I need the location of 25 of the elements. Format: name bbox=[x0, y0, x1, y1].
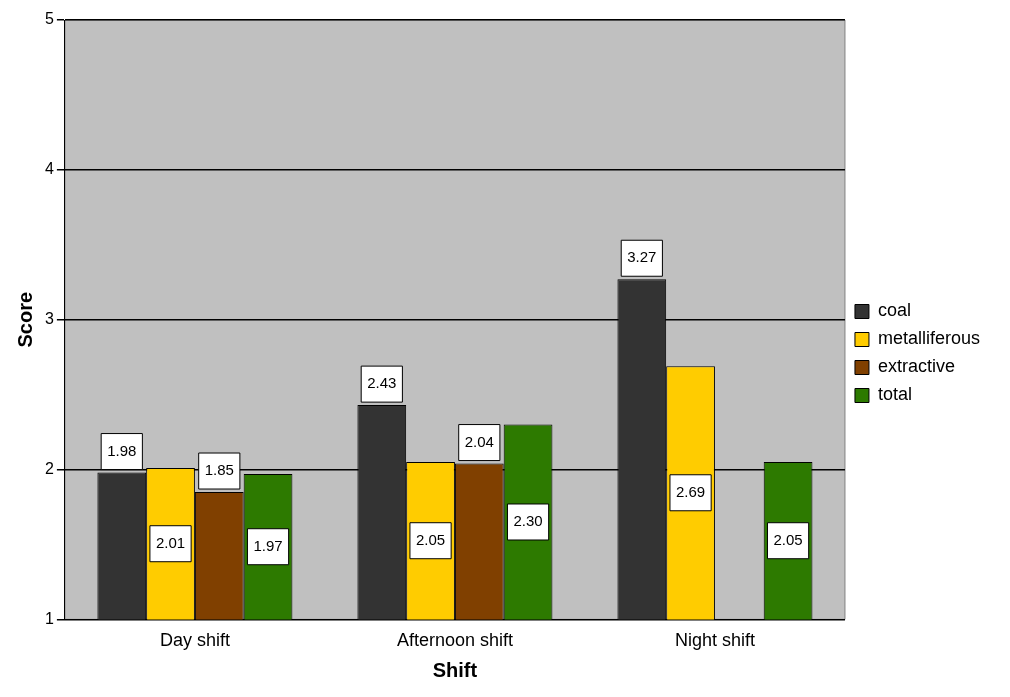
text: 2.43 bbox=[367, 374, 397, 392]
text: 2.05 bbox=[415, 530, 446, 548]
legend-label: metalliferous bbox=[877, 328, 981, 349]
x-axis-title: Shift bbox=[432, 658, 478, 681]
y-tick-label: 1 bbox=[44, 609, 54, 627]
x-tick-label: Day shift bbox=[159, 630, 230, 651]
text: 3.27 bbox=[627, 248, 657, 266]
text: 1.85 bbox=[204, 461, 234, 479]
legend-label: coal bbox=[877, 300, 911, 321]
y-tick-label: 2 bbox=[44, 459, 54, 477]
x-tick-label: Afternoon shift bbox=[396, 630, 513, 651]
y-axis-title: Score bbox=[13, 291, 36, 348]
text: 2.05 bbox=[773, 530, 803, 548]
text: 2.04 bbox=[464, 432, 494, 450]
x-tick-label: Night shift bbox=[674, 630, 755, 651]
y-tick-label: 5 bbox=[44, 10, 54, 28]
y-tick-label: 4 bbox=[44, 160, 54, 178]
legend-label: total bbox=[877, 384, 912, 405]
legend-label: extractive bbox=[877, 356, 955, 377]
text: 2.01 bbox=[155, 533, 186, 551]
text: 2.30 bbox=[513, 512, 543, 530]
text: 1.97 bbox=[253, 536, 283, 554]
text: 1.98 bbox=[107, 441, 137, 459]
text: 2.69 bbox=[675, 482, 706, 500]
y-tick-label: 3 bbox=[44, 310, 54, 328]
